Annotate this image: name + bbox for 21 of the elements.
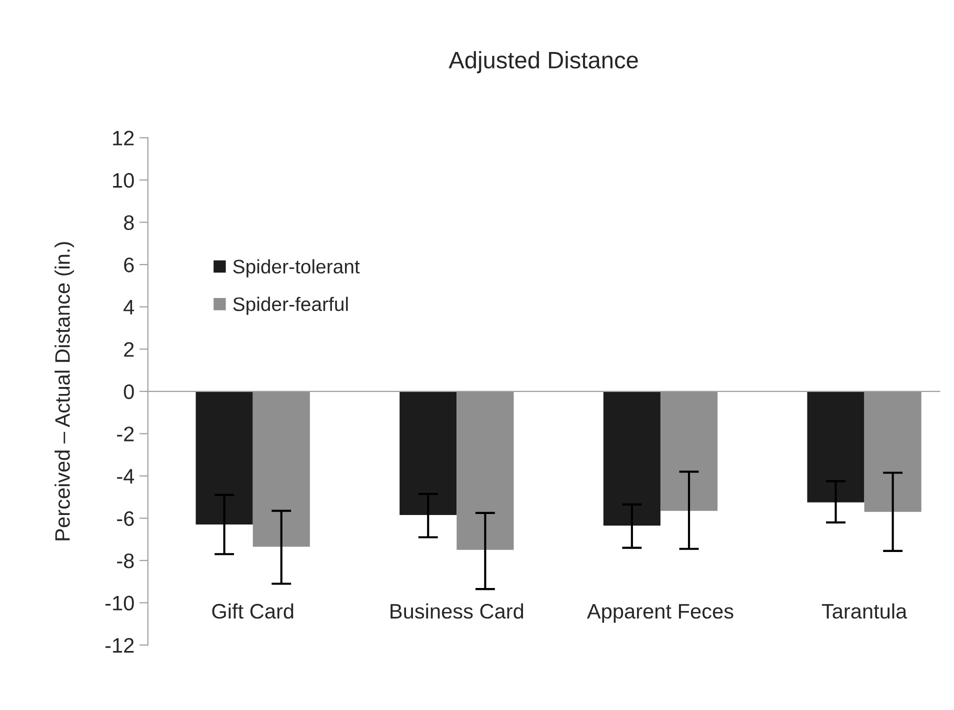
y-axis-title: Perceived – Actual Distance (in.) xyxy=(54,242,74,540)
legend-label: Spider-fearful xyxy=(233,296,348,315)
y-tick-label: -10 xyxy=(105,596,134,611)
y-tick-label: 6 xyxy=(124,258,134,272)
y-tick-label: -2 xyxy=(117,426,134,442)
y-tick-label: 8 xyxy=(124,215,134,230)
y-tick-label: -8 xyxy=(117,553,134,568)
x-tick-label: Gift Card xyxy=(212,603,294,619)
y-tick-label: 4 xyxy=(124,300,134,314)
y-tick-label: -6 xyxy=(117,511,134,526)
legend-label: Spider-tolerant xyxy=(233,259,360,278)
x-tick-label: Apparent Feces xyxy=(586,604,734,623)
y-tick-label: -12 xyxy=(105,638,134,653)
y-tick-label: -4 xyxy=(117,469,134,484)
chart-title: Adjusted Distance xyxy=(448,51,638,74)
y-tick-label: 10 xyxy=(113,173,134,188)
x-tick-label: Tarantula xyxy=(822,603,908,619)
y-tick-label: 0 xyxy=(124,384,134,400)
y-tick-label: 2 xyxy=(124,342,134,357)
x-tick-label: Business Card xyxy=(390,603,524,619)
y-tick-label: 12 xyxy=(113,130,134,146)
